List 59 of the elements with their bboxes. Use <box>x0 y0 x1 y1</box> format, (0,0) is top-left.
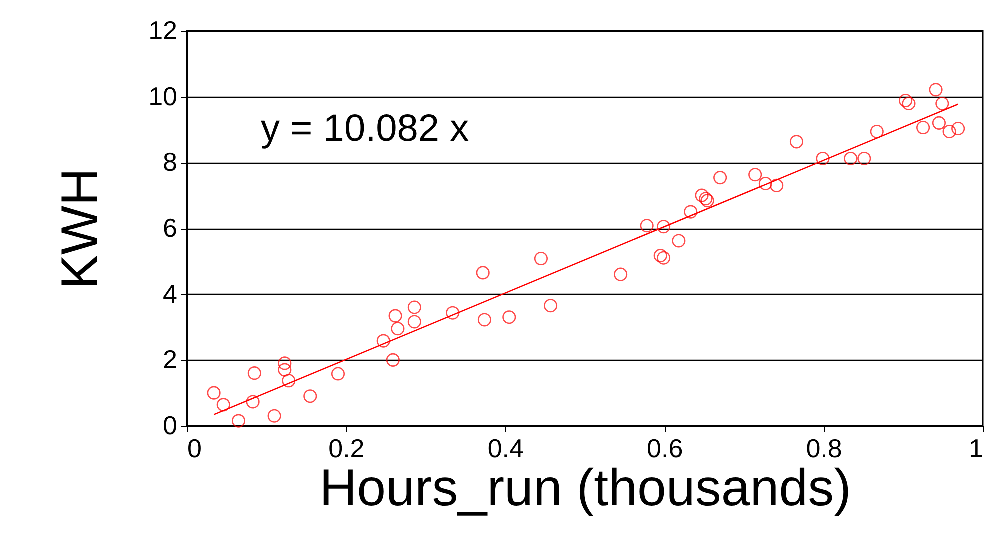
point <box>502 310 516 324</box>
point <box>207 386 221 400</box>
point <box>936 96 950 111</box>
point <box>695 188 709 202</box>
point <box>388 309 402 323</box>
point <box>278 356 292 370</box>
x-tick-label: 0 <box>188 434 202 464</box>
point <box>714 171 728 185</box>
point <box>640 219 654 233</box>
point <box>478 313 492 327</box>
point <box>331 367 346 381</box>
point <box>748 168 762 182</box>
point <box>282 374 296 388</box>
point <box>870 124 884 138</box>
point <box>899 94 913 108</box>
point <box>790 135 804 149</box>
x-tick-label: 1 <box>969 434 984 464</box>
annotation: y = 10.082 x <box>261 108 470 150</box>
point <box>268 409 282 423</box>
point <box>408 300 422 314</box>
y-tick-label: 6 <box>163 213 178 243</box>
point <box>386 353 400 367</box>
y-tick-label: 4 <box>163 278 178 309</box>
point <box>672 234 686 248</box>
point <box>376 334 390 348</box>
point <box>278 363 292 377</box>
point <box>232 414 246 428</box>
point <box>534 252 548 266</box>
point <box>657 251 671 265</box>
point <box>684 205 698 219</box>
point <box>952 122 966 136</box>
point <box>654 249 668 263</box>
point <box>932 116 946 130</box>
y-tick-label: 12 <box>148 16 178 46</box>
point <box>544 299 558 313</box>
y-tick-label: 2 <box>163 344 178 375</box>
y-tick-label: 10 <box>148 81 178 112</box>
point <box>770 178 784 192</box>
point <box>304 390 318 404</box>
point <box>476 266 490 280</box>
point <box>248 366 262 380</box>
point <box>858 152 872 166</box>
point <box>446 306 460 320</box>
y-axis-title: KWH <box>52 168 110 290</box>
point <box>657 220 671 234</box>
y-tick-label: 8 <box>163 147 178 178</box>
point <box>391 322 405 336</box>
point <box>844 152 858 166</box>
point <box>942 124 956 138</box>
y-tick-label: 0 <box>163 410 178 440</box>
point <box>246 395 260 409</box>
point <box>216 398 230 412</box>
point <box>816 152 830 166</box>
point <box>929 83 943 97</box>
point <box>408 315 422 329</box>
point <box>758 176 772 190</box>
point <box>916 121 930 135</box>
point <box>614 268 628 282</box>
point <box>902 96 916 111</box>
